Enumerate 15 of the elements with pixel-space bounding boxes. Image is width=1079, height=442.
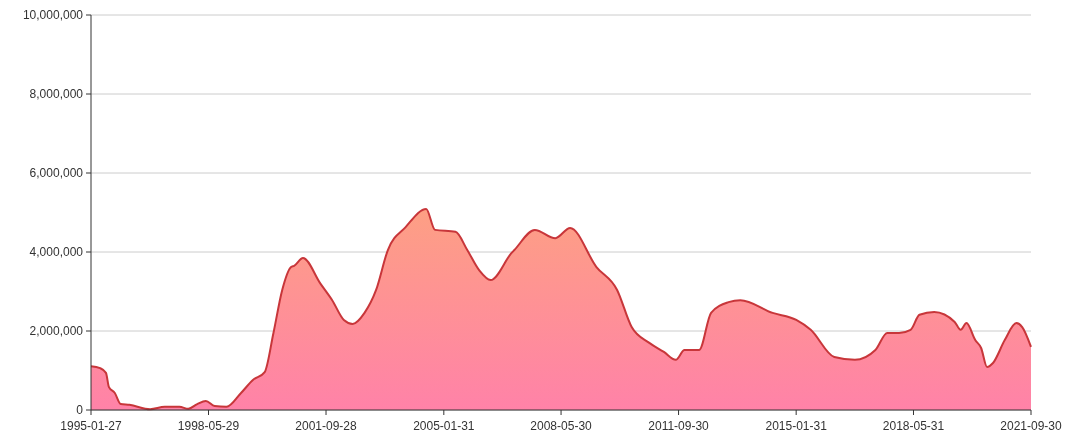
x-tick-label: 1995-01-27 — [60, 419, 123, 433]
x-tick-label: 2001-09-28 — [295, 419, 358, 433]
x-tick-label: 1998-05-29 — [177, 419, 240, 433]
y-tick-label: 8,000,000 — [29, 87, 84, 102]
x-tick-label: 2005-01-31 — [413, 419, 475, 433]
y-tick-label: 4,000,000 — [29, 245, 84, 260]
x-tick-label: 2011-09-30 — [648, 419, 710, 433]
x-tick-label: 2018-05-31 — [882, 419, 945, 433]
x-tick-label: 2008-05-30 — [530, 419, 593, 433]
y-tick-label: 10,000,000 — [22, 8, 84, 23]
x-tick-label: 2021-09-30 — [1000, 419, 1063, 433]
y-tick-label: 0 — [76, 403, 84, 418]
y-tick-label: 2,000,000 — [29, 324, 84, 339]
x-tick-label: 2015-01-31 — [765, 419, 828, 433]
y-tick-label: 6,000,000 — [29, 166, 84, 181]
